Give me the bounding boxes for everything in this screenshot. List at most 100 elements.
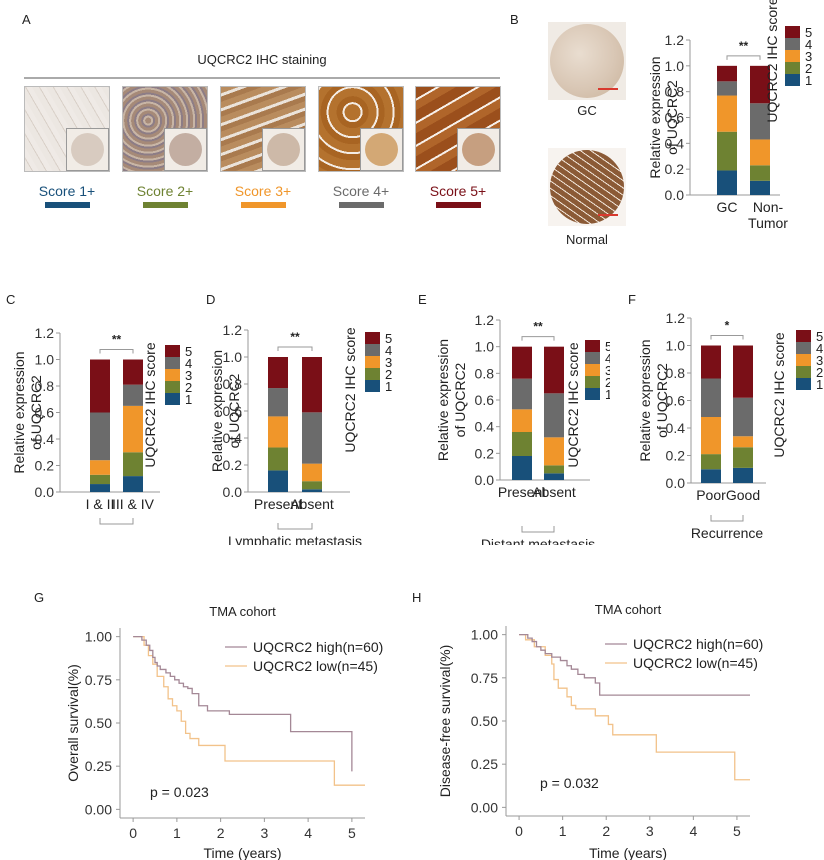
tma-core-inset bbox=[360, 128, 403, 171]
bar-segment-score-1 bbox=[512, 456, 532, 480]
y-tick-label: 0.8 bbox=[223, 376, 243, 392]
bar-segment-score-3 bbox=[717, 95, 737, 132]
legend-swatch-score-4 bbox=[365, 344, 380, 356]
x-tick-label: Absent bbox=[290, 496, 334, 512]
group-label: Distant metastasis bbox=[481, 536, 595, 545]
group-label: Recurrence bbox=[691, 525, 764, 541]
bar-segment-score-5 bbox=[512, 346, 532, 379]
legend-label: 2 bbox=[605, 375, 610, 390]
legend-label: 2 bbox=[385, 367, 392, 382]
bar-segment-score-3 bbox=[544, 437, 564, 466]
legend-label: 5 bbox=[385, 331, 392, 346]
bar-segment-score-3 bbox=[90, 460, 110, 475]
legend-label: 2 bbox=[816, 365, 823, 380]
y-tick-label: 1.00 bbox=[471, 627, 498, 643]
score-color-bar-4 bbox=[339, 202, 384, 208]
legend-label: 2 bbox=[805, 61, 812, 76]
bar-segment-score-2 bbox=[90, 474, 110, 485]
x-tick-label: Absent bbox=[532, 484, 576, 500]
bar-segment-score-1 bbox=[268, 470, 288, 492]
y-tick-label: 0.00 bbox=[471, 799, 498, 815]
y-tick-label: 1.0 bbox=[35, 352, 55, 368]
ihc-image-score-1 bbox=[24, 86, 110, 172]
y-tick-label: 0.6 bbox=[666, 393, 686, 409]
x-tick-label: 5 bbox=[348, 825, 356, 841]
legend-swatch-score-5 bbox=[785, 26, 800, 38]
bar-segment-score-2 bbox=[512, 432, 532, 456]
ihc-image-score-4 bbox=[318, 86, 404, 172]
significance-bracket bbox=[99, 349, 134, 354]
bar-segment-score-1 bbox=[750, 180, 770, 195]
legend-label: 4 bbox=[185, 356, 192, 371]
chart-title: TMA cohort bbox=[209, 604, 276, 619]
bar-segment-score-4 bbox=[90, 412, 110, 461]
x-tick-label: 4 bbox=[689, 823, 697, 839]
y-axis-label-line: Relative expression bbox=[209, 350, 225, 472]
y-axis-label: Relative expressionof UQCRC2 bbox=[435, 339, 468, 461]
x-axis-label: Time (years) bbox=[203, 845, 281, 860]
legend-title: UQCRC2 IHC score bbox=[342, 327, 358, 452]
legend-label: 5 bbox=[805, 25, 812, 40]
x-tick-label: Poor bbox=[696, 487, 726, 503]
legend-label: 1 bbox=[185, 392, 192, 407]
y-axis-label: Relative expressionof UQCRC2 bbox=[647, 56, 680, 178]
y-axis-label: Overall survival(%) bbox=[65, 664, 81, 781]
legend-swatch-score-4 bbox=[796, 342, 811, 354]
score-label-5: Score 5+ bbox=[429, 183, 487, 199]
y-axis-label-line: of UQCRC2 bbox=[654, 363, 670, 438]
significance-marker: ** bbox=[739, 39, 749, 53]
y-tick-label: 0.2 bbox=[665, 161, 685, 177]
km-chart-g: TMA cohort 0.00 0.25 0.50 0.75 1.00 0 1 2 3 4 5 Time… bbox=[65, 604, 383, 860]
y-tick-label: 0.25 bbox=[85, 758, 112, 774]
legend-label: 1 bbox=[816, 377, 823, 392]
significance-bracket bbox=[710, 335, 744, 340]
legend-label: 3 bbox=[385, 355, 392, 370]
tma-core-inset bbox=[164, 128, 207, 171]
normal-image-label: Normal bbox=[566, 232, 608, 247]
legend-label: 5 bbox=[605, 339, 610, 354]
y-tick-label: 0.4 bbox=[665, 135, 685, 151]
bar-segment-score-5 bbox=[717, 65, 737, 82]
y-tick-label: 0.6 bbox=[475, 392, 495, 408]
legend-swatch-score-1 bbox=[585, 388, 600, 400]
bar-segment-score-3 bbox=[750, 139, 770, 166]
legend-label: UQCRC2 high(n=60) bbox=[253, 639, 383, 655]
bar-segment-score-5 bbox=[701, 345, 721, 379]
score-label-1: Score 1+ bbox=[38, 183, 96, 199]
y-axis-label: Disease-free survival(%) bbox=[437, 645, 453, 797]
y-tick-label: 1.2 bbox=[35, 325, 55, 341]
x-tick-label: Tumor bbox=[748, 215, 788, 231]
legend-label: UQCRC2 high(n=60) bbox=[633, 636, 763, 652]
bar-segment-score-3 bbox=[701, 417, 721, 455]
bar-segment-score-3 bbox=[302, 463, 322, 482]
y-tick-label: 0.2 bbox=[666, 448, 686, 464]
group-bracket bbox=[277, 523, 313, 530]
y-tick-label: 0.4 bbox=[35, 431, 55, 447]
score-color-bar-2 bbox=[143, 202, 188, 208]
y-tick-label: 0.2 bbox=[35, 458, 55, 474]
bar-segment-score-4 bbox=[733, 397, 753, 437]
bar-segment-score-1 bbox=[302, 489, 322, 492]
y-axis-label-line: of UQCRC2 bbox=[226, 373, 242, 448]
x-tick-label: 5 bbox=[733, 823, 741, 839]
x-tick-label: 2 bbox=[602, 823, 610, 839]
y-axis-label: Relative expressionof UQCRC2 bbox=[209, 350, 242, 472]
legend-swatch-score-2 bbox=[796, 366, 811, 378]
legend-label: 4 bbox=[805, 37, 812, 52]
y-axis-label-line: of UQCRC2 bbox=[28, 375, 44, 450]
bar-segment-score-3 bbox=[733, 436, 753, 448]
panel-label-h: H bbox=[412, 590, 422, 605]
score-color-bar-5 bbox=[436, 202, 481, 208]
x-tick-label: Non- bbox=[753, 199, 784, 215]
legend-swatch-score-2 bbox=[365, 368, 380, 380]
y-tick-label: 0.2 bbox=[475, 445, 495, 461]
y-tick-label: 0.0 bbox=[223, 484, 243, 500]
bar-segment-score-5 bbox=[733, 345, 753, 398]
x-tick-label: III & IV bbox=[112, 496, 155, 512]
bar-chart-b: Relative expressionof UQCRC2 0.0 0.2 0.4 0.6… bbox=[647, 0, 812, 231]
y-tick-label: 0.50 bbox=[85, 715, 112, 731]
tma-core bbox=[267, 133, 300, 166]
legend-swatch-score-3 bbox=[165, 369, 180, 381]
p-value-annotation: p = 0.032 bbox=[540, 775, 599, 791]
tma-core-inset bbox=[457, 128, 500, 171]
